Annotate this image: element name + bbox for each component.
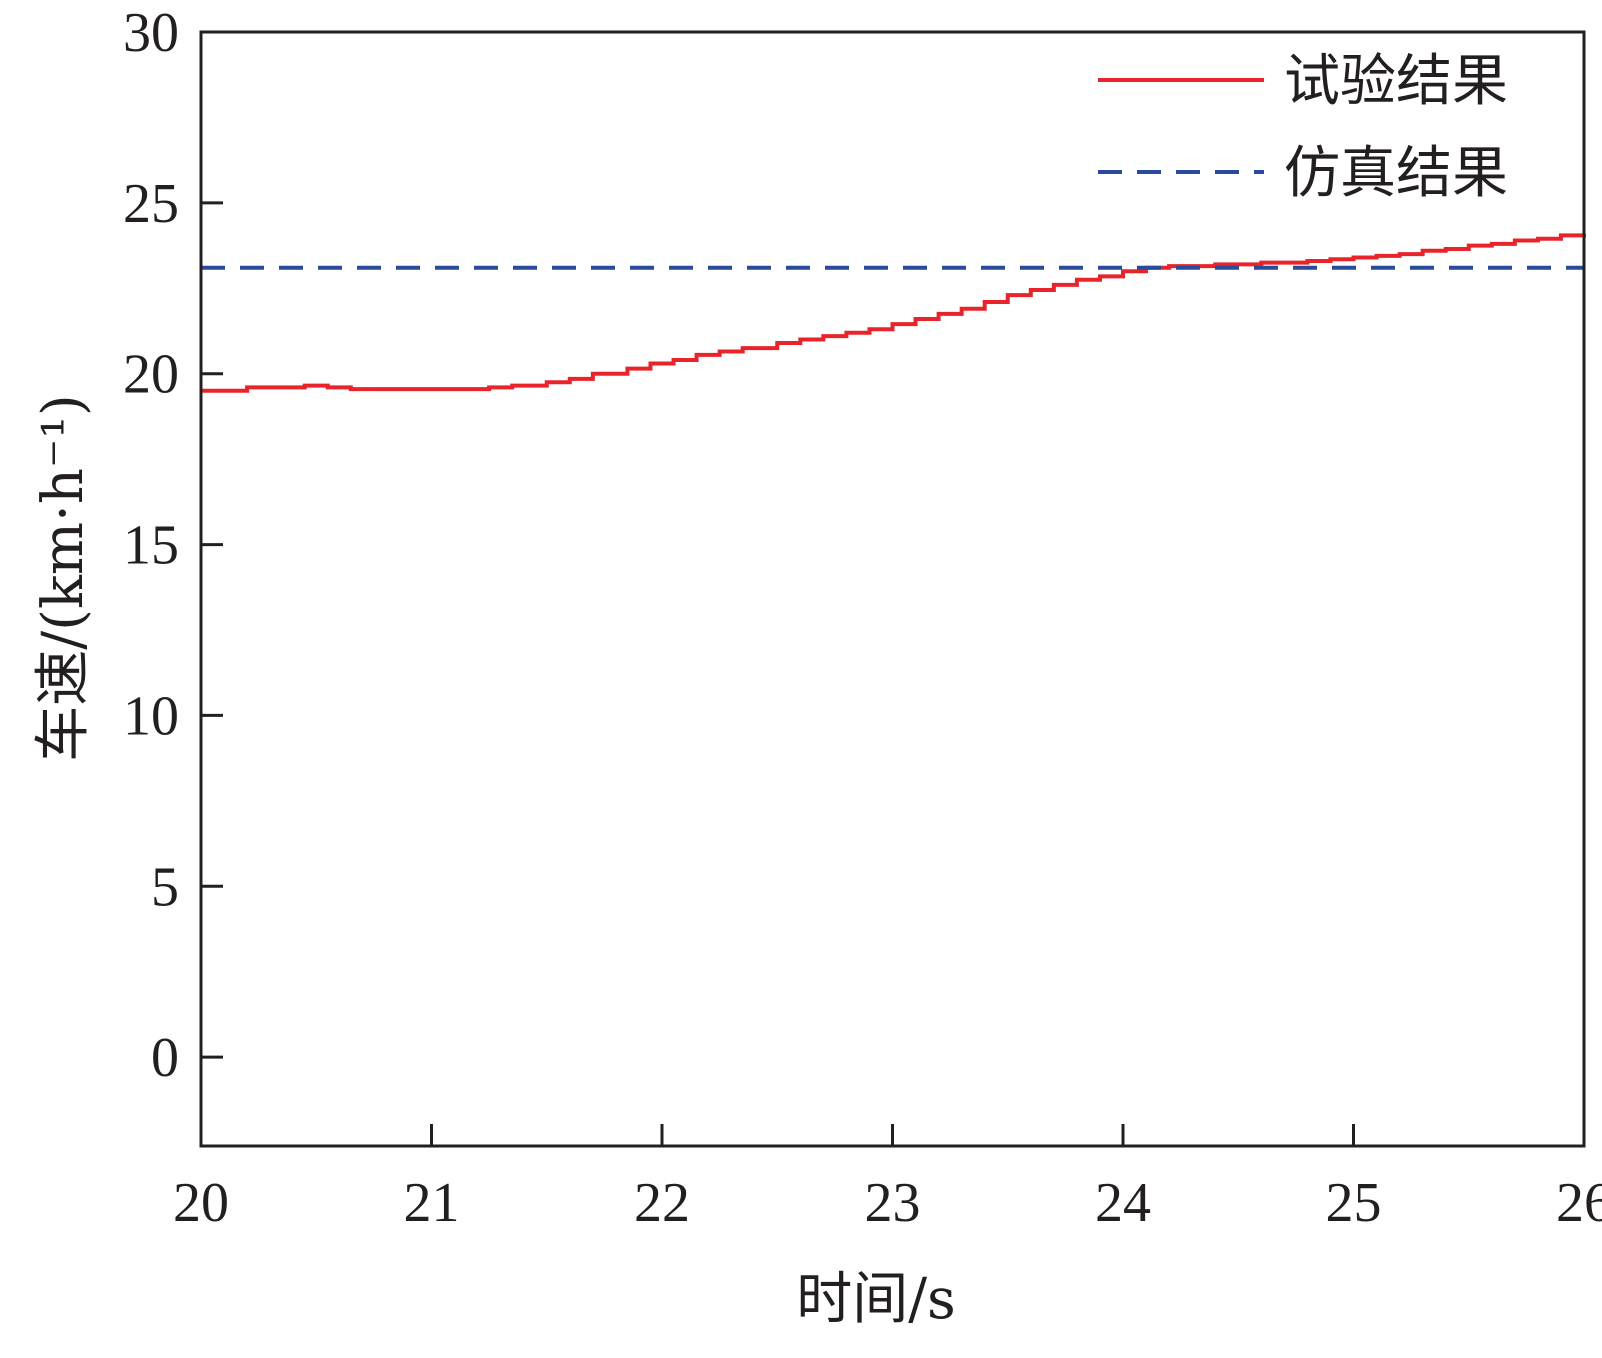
y-tick-label-3: 15 [123, 515, 179, 577]
series-layer [201, 233, 1586, 393]
series-line-0 [201, 233, 1586, 393]
y-axis: 0 5 10 15 20 25 30 [123, 2, 223, 1089]
plot-area [201, 233, 1586, 393]
legend: 试验结果 仿真结果 [1098, 49, 1508, 206]
x-tick-label-5: 25 [1326, 1172, 1382, 1234]
y-tick-label-4: 20 [123, 344, 179, 406]
legend-label-0: 试验结果 [1284, 49, 1508, 114]
y-axis-title: 车速/(km·h⁻¹) [31, 394, 96, 761]
y-tick-label-5: 25 [123, 173, 179, 235]
x-tick-label-2: 22 [634, 1172, 690, 1234]
x-tick-label-3: 23 [865, 1172, 921, 1234]
x-tick-label-0: 20 [173, 1172, 229, 1234]
y-tick-label-2: 10 [123, 685, 179, 747]
y-tick-label-0: 0 [151, 1027, 179, 1089]
legend-label-1: 仿真结果 [1284, 141, 1508, 206]
y-tick-label-6: 30 [123, 2, 179, 64]
x-axis-title: 时间/s [796, 1267, 956, 1332]
x-tick-label-1: 21 [404, 1172, 460, 1234]
y-tick-label-1: 5 [151, 856, 179, 918]
x-axis: 20 21 22 23 24 25 26 [173, 1124, 1602, 1234]
x-tick-label-6: 26 [1556, 1172, 1602, 1234]
x-tick-label-4: 24 [1095, 1172, 1151, 1234]
